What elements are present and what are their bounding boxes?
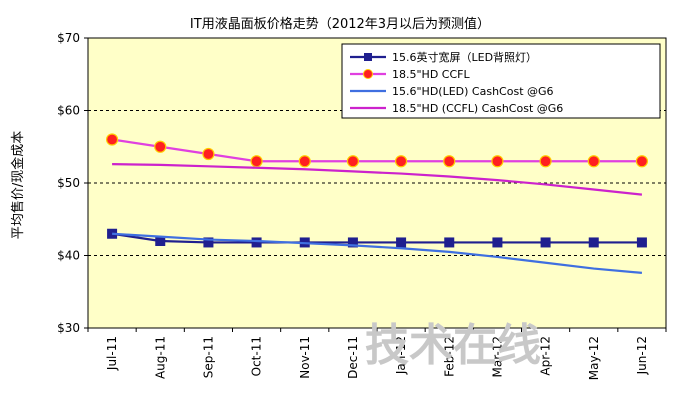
x-tick-label: Jun-12 xyxy=(635,336,649,375)
data-point xyxy=(203,237,214,248)
data-point xyxy=(635,155,649,168)
x-tick-label: Aug-11 xyxy=(153,336,167,379)
data-point xyxy=(394,155,408,168)
legend-item: 18.5"HD CCFL xyxy=(350,68,470,81)
legend-item: 18.5"HD (CCFL) CashCost @G6 xyxy=(350,102,563,115)
data-point xyxy=(346,155,360,168)
data-point xyxy=(491,155,504,168)
data-point xyxy=(250,155,263,168)
data-point xyxy=(155,236,166,246)
x-tick-label: Sep-11 xyxy=(201,336,215,378)
series-line xyxy=(112,163,643,196)
data-point xyxy=(154,140,167,153)
legend-label: 18.5"HD CCFL xyxy=(392,68,470,81)
data-point xyxy=(202,147,215,161)
x-tick-label: Apr-12 xyxy=(539,336,553,376)
series-2 xyxy=(105,133,649,168)
x-tick-label: Dec-11 xyxy=(346,336,360,379)
watermark-text: 技术在线 xyxy=(365,320,541,371)
data-point xyxy=(443,155,456,168)
series-line xyxy=(112,232,643,274)
series-3 xyxy=(112,232,643,274)
series-4 xyxy=(112,163,643,196)
x-tick-label: May-12 xyxy=(587,336,601,380)
x-tick-label: Feb-12 xyxy=(442,336,456,377)
x-tick-label: Nov-11 xyxy=(298,336,312,379)
legend: 15.6英寸宽屏（LED背照灯） 18.5"HD CCFL 15.6"HD(LED)… xyxy=(341,43,661,119)
y-tick-label: $30 xyxy=(57,321,80,335)
data-point xyxy=(251,237,262,248)
data-point xyxy=(587,155,600,168)
x-tick-label: Jan-12 xyxy=(394,336,408,375)
data-point xyxy=(492,237,503,248)
legend-item: 15.6英寸宽屏（LED背照灯） xyxy=(350,50,537,64)
data-point xyxy=(540,237,551,248)
data-point xyxy=(588,237,599,248)
legend-label: 15.6"HD(LED) CashCost @G6 xyxy=(392,85,554,98)
data-point xyxy=(539,155,552,168)
y-tick-label: $70 xyxy=(57,31,80,45)
legend-marker xyxy=(364,53,372,61)
chart-title: IT用液晶面板价格走势（2012年3月以后为预测值） xyxy=(190,16,490,32)
legend-label: 18.5"HD (CCFL) CashCost @G6 xyxy=(392,102,563,115)
legend-item: 15.6"HD(LED) CashCost @G6 xyxy=(350,85,554,98)
series-line xyxy=(111,232,642,244)
y-tick-label: $60 xyxy=(57,104,80,118)
x-tick-label: Jul-11 xyxy=(105,336,119,371)
data-point xyxy=(347,237,358,248)
legend-box xyxy=(341,43,661,119)
axes: $30 $40 $50 $60 $70 Jul-11 Aug-11 Sep-11 Oct-11 N… xyxy=(57,31,667,380)
y-axis-title: 平均售价/现金成本 xyxy=(10,131,26,239)
legend-marker xyxy=(363,69,373,79)
data-point xyxy=(444,237,455,248)
x-tick-label: Mar-12 xyxy=(490,336,504,377)
data-point xyxy=(298,155,311,168)
series-line xyxy=(111,138,642,163)
data-point xyxy=(105,133,119,146)
legend-label: 15.6英寸宽屏（LED背照灯） xyxy=(392,50,537,64)
y-tick-label: $40 xyxy=(57,249,80,263)
series-layer xyxy=(105,133,649,274)
y-tick-label: $50 xyxy=(57,176,80,190)
data-point xyxy=(396,237,407,248)
data-point xyxy=(636,237,647,248)
x-tick-label: Oct-11 xyxy=(250,336,264,376)
